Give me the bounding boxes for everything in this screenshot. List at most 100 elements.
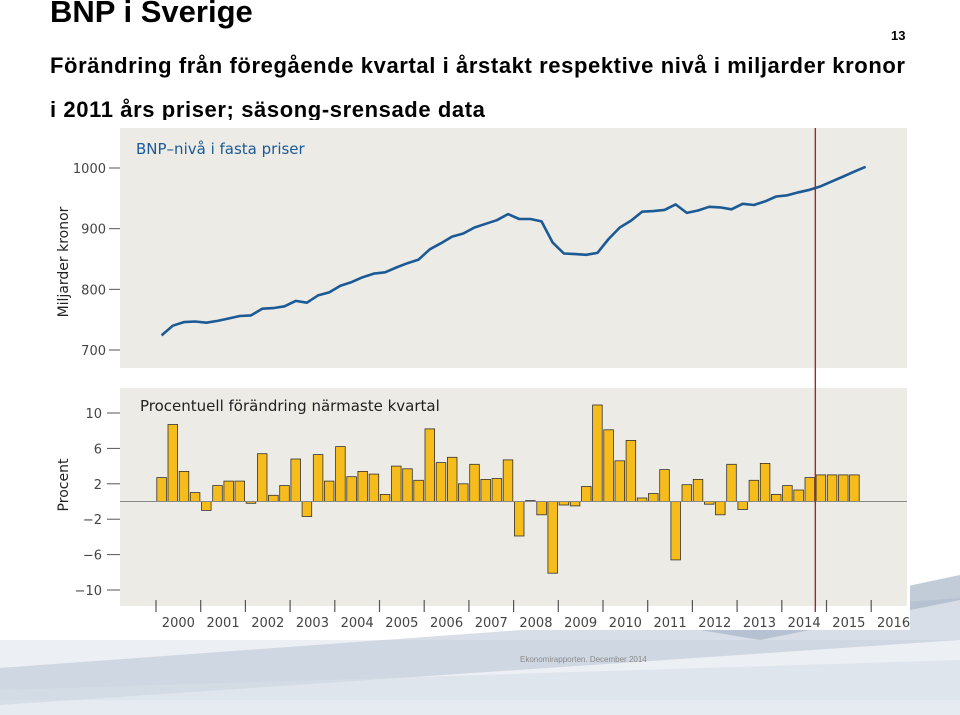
growth-bar <box>558 501 570 506</box>
x-tick-label: 2008 <box>519 616 552 631</box>
decor-stripe <box>0 660 960 715</box>
growth-bar <box>301 501 313 517</box>
growth-bar <box>290 458 301 502</box>
x-tick-label: 2016 <box>877 616 910 631</box>
x-tick-label: 2010 <box>609 616 642 631</box>
growth-bar <box>715 501 726 516</box>
growth-bar <box>681 484 693 502</box>
x-tick-label: 2011 <box>654 616 687 631</box>
growth-bar <box>402 468 413 502</box>
growth-bar <box>547 501 558 574</box>
growth-bar <box>335 446 346 502</box>
growth-bar <box>413 479 424 502</box>
growth-bar <box>838 474 849 502</box>
x-tick-label: 2002 <box>251 616 284 631</box>
growth-bar <box>368 473 380 502</box>
growth-bar <box>815 474 827 502</box>
growth-bar <box>603 429 614 502</box>
growth-bar <box>212 485 223 502</box>
growth-bar <box>536 501 547 516</box>
bar-y-tick-label: 10 <box>85 407 102 422</box>
bar-y-tick-label: 2 <box>94 478 102 493</box>
growth-bar <box>424 428 436 502</box>
growth-bar <box>167 424 179 502</box>
x-tick-label: 2009 <box>564 616 597 631</box>
x-tick-label: 2007 <box>475 616 508 631</box>
x-tick-label: 2005 <box>385 616 418 631</box>
growth-bar <box>625 439 637 502</box>
growth-bar <box>391 465 402 502</box>
line-y-tick-label: 900 <box>81 223 106 238</box>
growth-bar <box>234 480 246 502</box>
growth-bar <box>581 486 592 502</box>
bar-y-tick-label: −6 <box>83 549 102 564</box>
line-panel-background <box>120 128 907 368</box>
growth-bar <box>592 404 603 502</box>
gdp-level-line <box>160 165 867 337</box>
line-panel-y-axis: 1000 900 800 700 <box>73 162 120 359</box>
growth-bar <box>692 478 704 502</box>
growth-bar <box>268 494 279 502</box>
x-tick-label: 2001 <box>207 616 240 631</box>
growth-bar <box>346 476 357 502</box>
growth-bar <box>178 470 190 502</box>
x-tick-label: 2013 <box>743 616 776 631</box>
growth-bar <box>748 479 760 502</box>
slide-title: BNP i Sverige <box>50 0 253 29</box>
line-y-tick-label: 1000 <box>73 162 106 177</box>
growth-bar <box>480 478 491 502</box>
slide-subtitle: Förändring från föregående kvartal i års… <box>50 53 906 122</box>
x-tick-label: 2015 <box>832 616 865 631</box>
growth-bar <box>223 480 234 502</box>
x-tick-label: 2012 <box>698 616 731 631</box>
line-panel-title: BNP–nivå i fasta priser <box>136 140 306 158</box>
growth-bar <box>469 463 480 502</box>
growth-bar <box>569 501 581 507</box>
bar-y-tick-label: −10 <box>75 584 102 599</box>
line-panel-ylabel: Miljarder kronor <box>56 206 72 317</box>
growth-bar <box>156 477 167 502</box>
bar-panel-y-axis: 10 6 2 −2 −6 −10 <box>75 407 120 599</box>
x-tick-label: 2004 <box>341 616 374 631</box>
growth-bar <box>737 501 748 510</box>
footer-source: Ekonomirapporten. December 2014 <box>520 655 647 664</box>
growth-bar <box>759 462 771 502</box>
growth-bar <box>804 477 816 502</box>
page-number: 13 <box>891 28 906 43</box>
bar-panel-title: Procentuell förändring närmaste kvartal <box>140 397 440 415</box>
growth-bar <box>502 459 514 502</box>
x-tick-label: 2014 <box>788 616 821 631</box>
bar-panel-ylabel: Procent <box>56 458 72 511</box>
growth-bar <box>279 485 290 502</box>
bar-y-tick-label: −2 <box>83 513 102 528</box>
growth-bar <box>771 493 782 502</box>
growth-bar <box>782 485 793 502</box>
growth-bar <box>514 501 525 537</box>
growth-bar <box>323 480 335 502</box>
growth-bar <box>849 474 860 502</box>
growth-bar <box>826 474 838 502</box>
growth-bar <box>312 454 324 502</box>
growth-bar <box>636 497 648 502</box>
x-tick-label: 2003 <box>296 616 329 631</box>
x-tick-label: 2000 <box>162 616 195 631</box>
growth-bar <box>726 463 737 502</box>
growth-bar <box>491 478 503 502</box>
growth-bar <box>458 483 469 502</box>
growth-bar <box>435 462 447 502</box>
bar-y-tick-label: 6 <box>94 442 102 457</box>
growth-bar <box>189 492 201 502</box>
line-y-tick-label: 800 <box>81 283 106 298</box>
line-y-tick-label: 700 <box>81 344 106 359</box>
growth-bar <box>614 460 626 502</box>
growth-bar <box>357 470 368 502</box>
growth-bar <box>648 493 659 502</box>
growth-bar <box>201 501 212 511</box>
growth-bar <box>670 501 681 561</box>
x-axis: 2000 2001 2002 2003 2004 2005 2006 2007 2008 2009… <box>155 600 910 631</box>
x-tick-label: 2006 <box>430 616 463 631</box>
growth-bar <box>793 489 804 502</box>
growth-bar <box>256 453 268 502</box>
growth-bar <box>659 469 670 502</box>
